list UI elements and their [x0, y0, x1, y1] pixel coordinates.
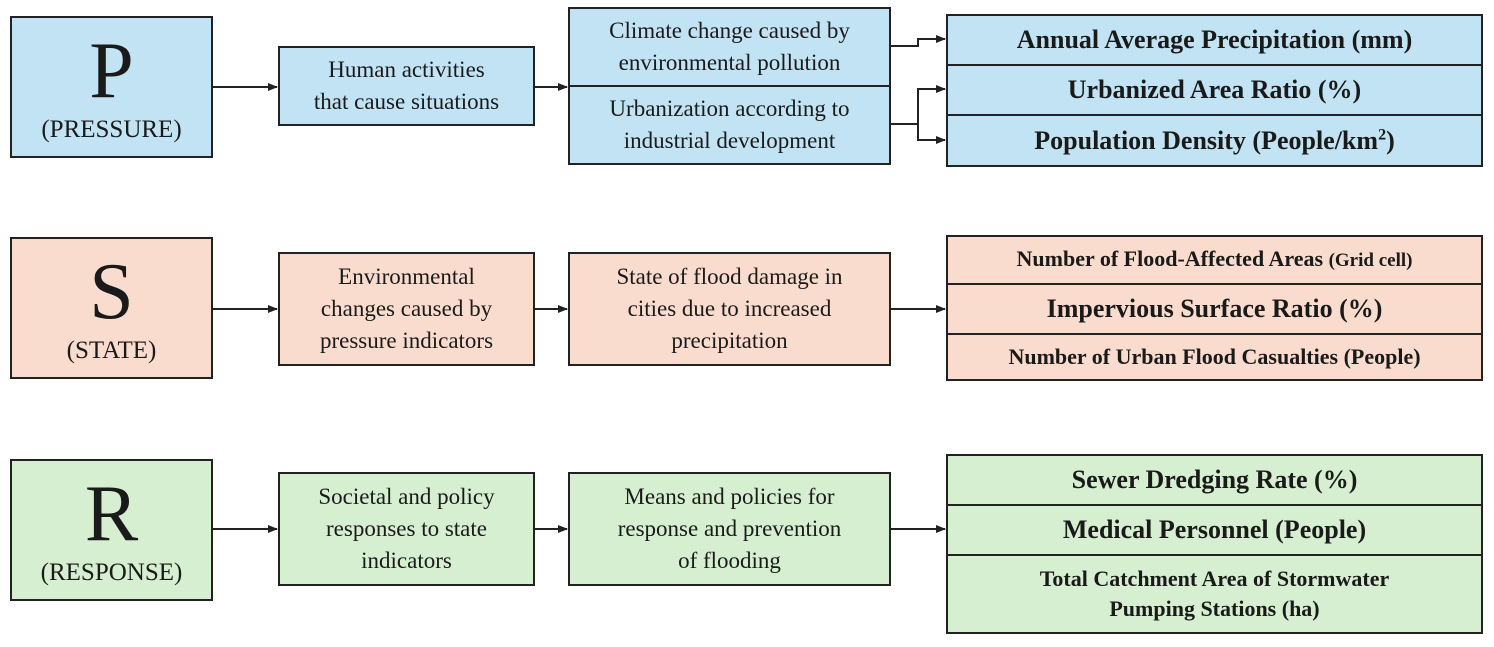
response-policies-line: Means and policies for [624, 484, 835, 509]
state-change-box: Environmental changes caused by pressure… [278, 252, 535, 366]
indicator-text: Number of Urban Flood Casualties (People… [1008, 344, 1421, 369]
pressure-letter: P [89, 27, 134, 115]
catchment-line: Total Catchment Area of Stormwater [1039, 566, 1390, 591]
response-societal-line: Societal and policy [318, 484, 495, 509]
pressure-cause-line: that cause situations [313, 89, 500, 114]
indicator-impervious-surface-ratio: Impervious Surface Ratio (%) [946, 283, 1483, 335]
flood-text: Number of Flood-Affected Areas [1016, 246, 1324, 271]
state-letter: S [89, 248, 134, 336]
catchment-line: Pumping Stations (ha) [1109, 596, 1320, 621]
state-label: (STATE) [66, 337, 157, 364]
pressure-urbanization-line: Urbanization according to [609, 96, 850, 121]
response-societal-line: indicators [361, 548, 452, 573]
response-policies-box: Means and policies for response and prev… [568, 472, 891, 586]
indicator-flood-affected-areas: Number of Flood-Affected Areas (Grid cel… [946, 235, 1483, 285]
pressure-cause-box: Human activities that cause situations [278, 46, 535, 126]
response-letter-box: R (RESPONSE) [10, 459, 213, 601]
arrow-p-density [917, 124, 946, 144]
response-societal-line: responses to state [326, 516, 487, 541]
response-label: (RESPONSE) [40, 559, 183, 586]
pressure-urbanization-line: industrial development [623, 128, 836, 153]
density-close: ) [1386, 125, 1395, 155]
flood-unit: (Grid cell) [1328, 250, 1413, 271]
pressure-letter-box: P (PRESSURE) [10, 16, 213, 158]
state-change-line: Environmental [338, 264, 475, 289]
arrow-p-urban-ratio [891, 85, 946, 125]
indicator-urbanized-area-ratio: Urbanized Area Ratio (%) [946, 64, 1483, 116]
response-policies-line: of flooding [678, 548, 781, 573]
state-change-line: pressure indicators [319, 328, 494, 353]
indicator-text: Number of Flood-Affected Areas (Grid cel… [1017, 244, 1413, 276]
pressure-climate-line: environmental pollution [618, 50, 841, 75]
pressure-label: (PRESSURE) [41, 116, 182, 143]
indicator-text: Medical Personnel (People) [1062, 515, 1367, 544]
indicator-text: Annual Average Precipitation (mm) [1016, 25, 1413, 54]
response-letter: R [84, 470, 139, 558]
state-damage-line: precipitation [671, 328, 788, 353]
density-superscript: 2 [1378, 125, 1387, 143]
state-damage-line: cities due to increased [627, 296, 832, 321]
pressure-urbanization-box: Urbanization according to industrial dev… [568, 85, 891, 165]
indicator-population-density: Population Density (People/km2) [946, 114, 1483, 167]
indicator-text: Impervious Surface Ratio (%) [1046, 294, 1383, 323]
response-societal-box: Societal and policy responses to state i… [278, 472, 535, 586]
indicator-stormwater-catchment: Total Catchment Area of Stormwater Pumpi… [946, 554, 1483, 634]
indicator-text: Urbanized Area Ratio (%) [1067, 75, 1362, 104]
state-damage-box: State of flood damage in cities due to i… [568, 252, 891, 366]
state-change-line: changes caused by [320, 296, 493, 321]
indicator-flood-casualties: Number of Urban Flood Casualties (People… [946, 333, 1483, 381]
arrow-p-climate [891, 35, 946, 47]
density-text: Population Density (People/km [1034, 125, 1379, 155]
state-damage-line: State of flood damage in [616, 264, 843, 289]
state-letter-box: S (STATE) [10, 237, 213, 379]
indicator-sewer-dredging-rate: Sewer Dredging Rate (%) [946, 454, 1483, 506]
indicator-text: Population Density (People/km2) [1034, 126, 1394, 156]
response-policies-line: response and prevention [617, 516, 842, 541]
indicator-text: Sewer Dredging Rate (%) [1071, 465, 1358, 494]
pressure-cause-line: Human activities [328, 57, 485, 82]
pressure-climate-line: Climate change caused by [609, 18, 850, 43]
